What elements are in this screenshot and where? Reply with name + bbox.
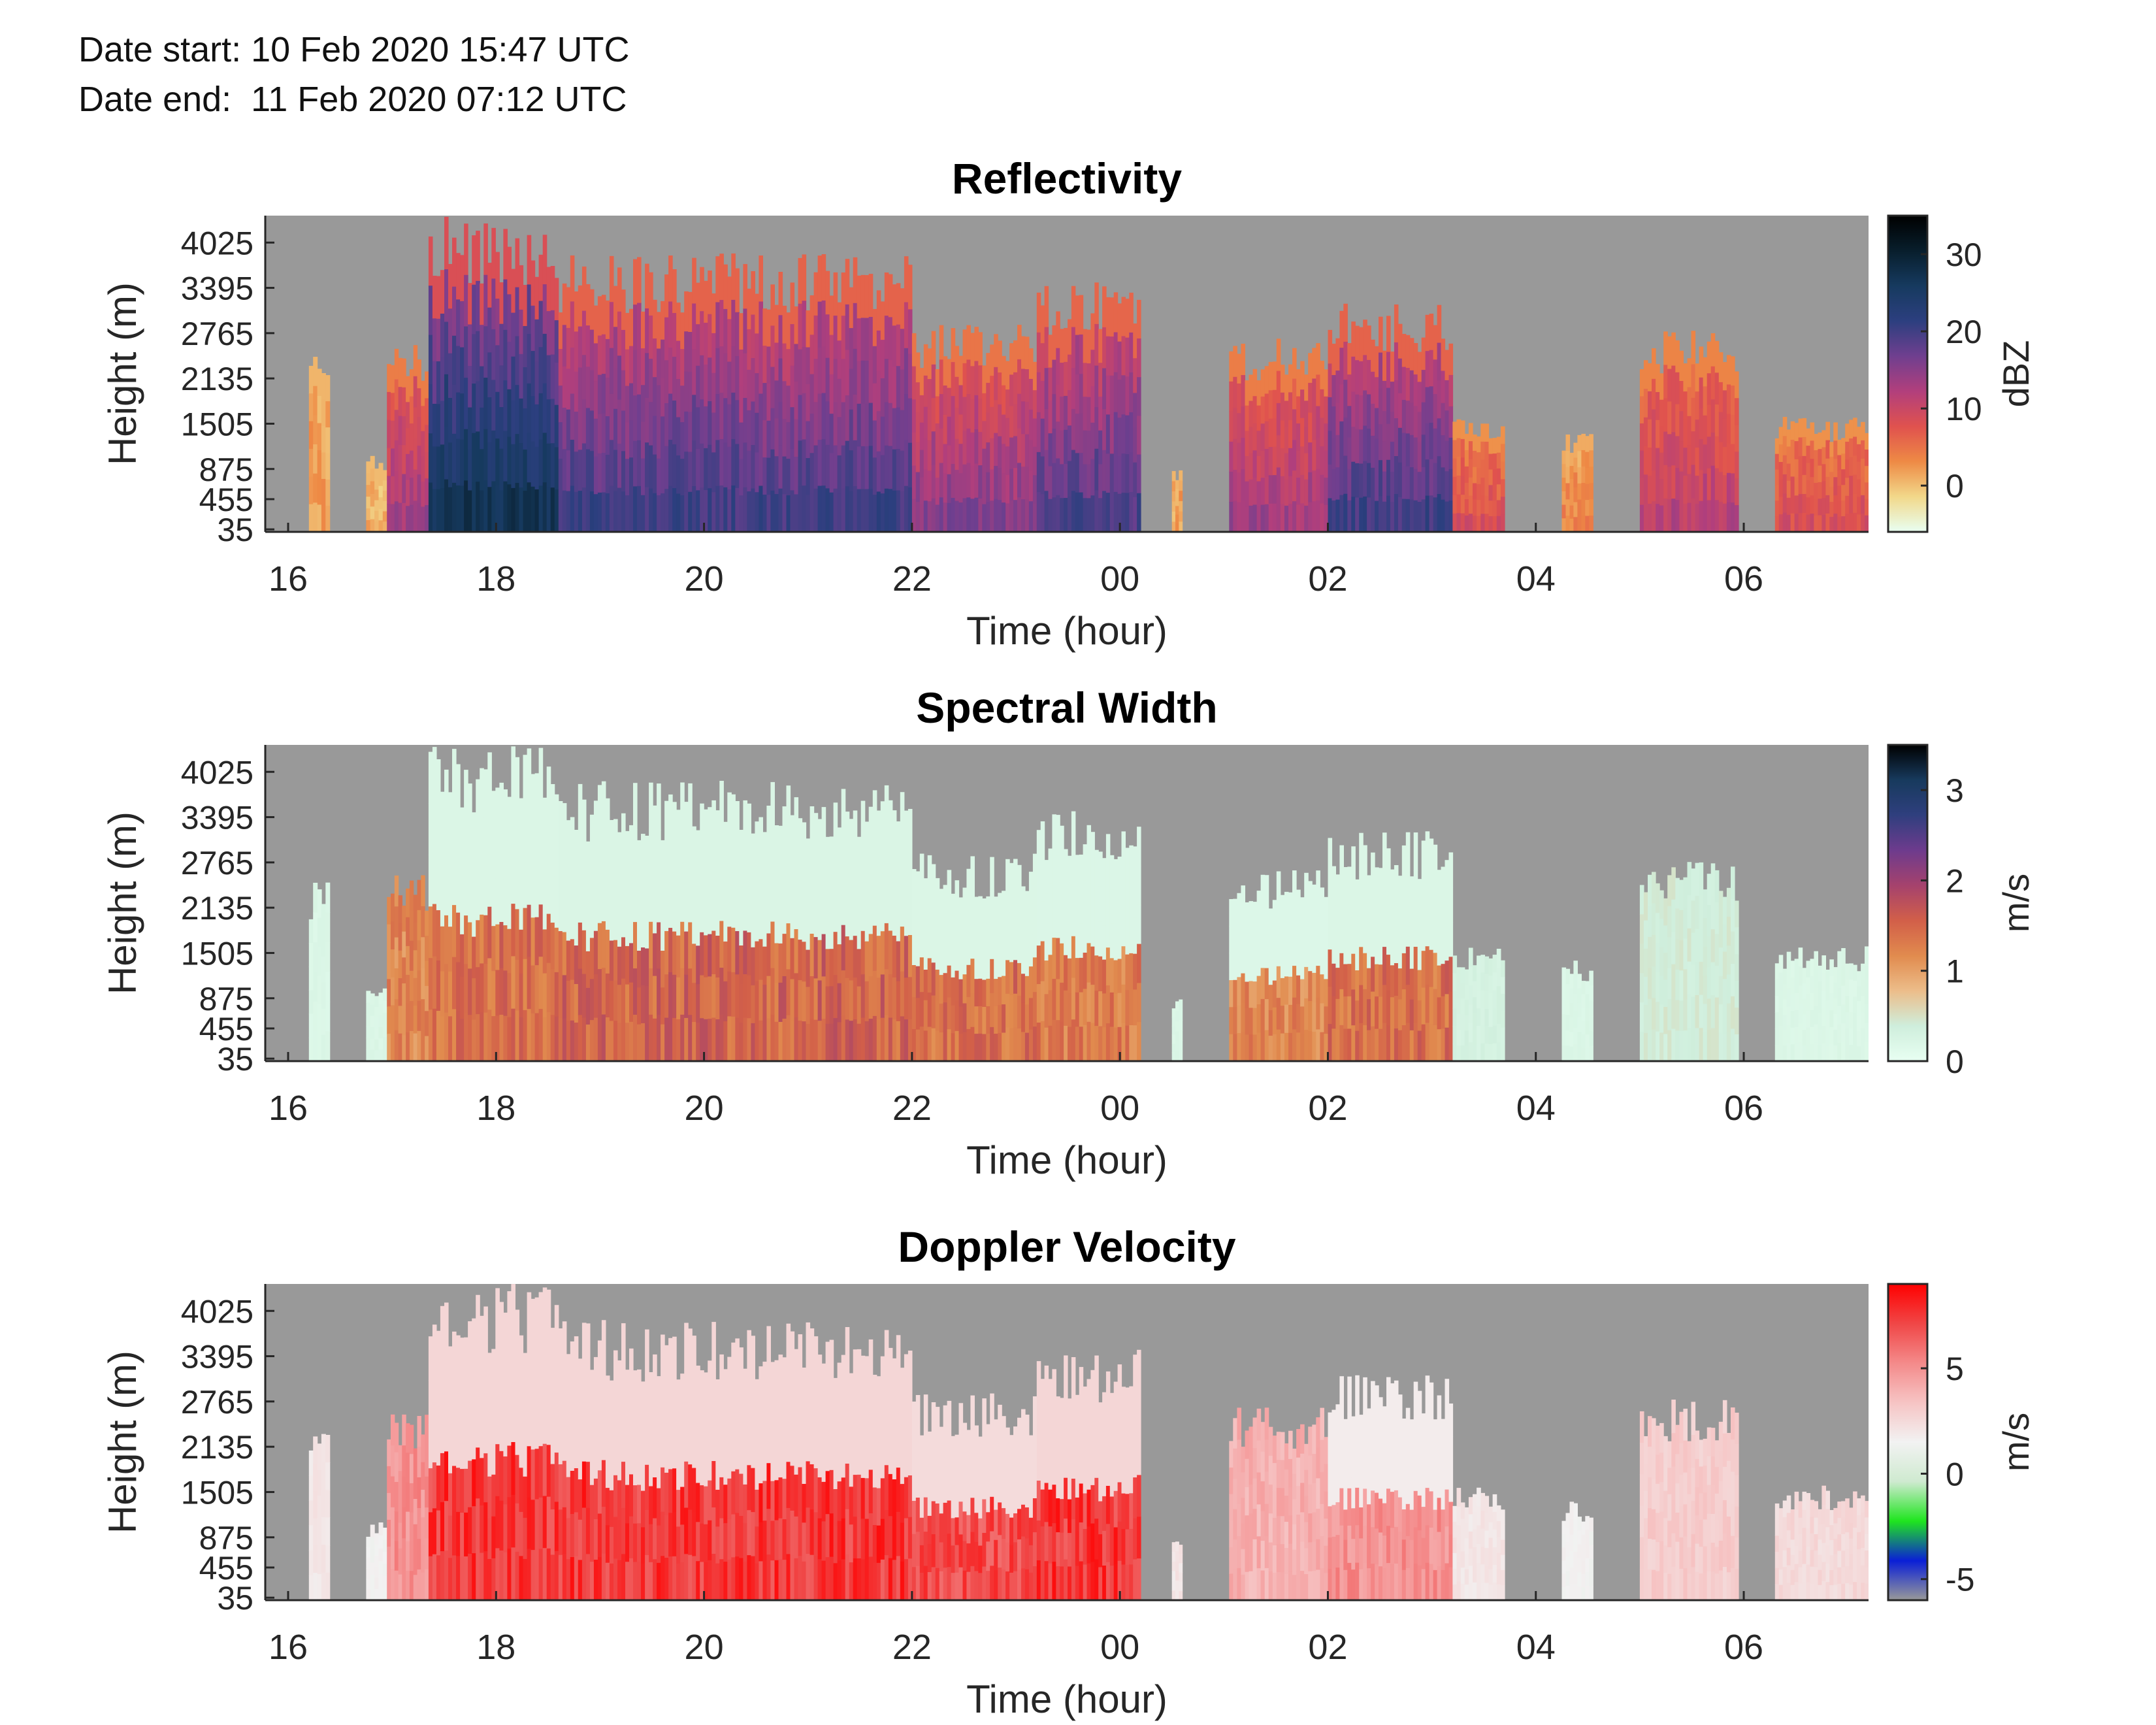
spectral-width-y-axis-label: Height (m) bbox=[101, 812, 144, 994]
reflectivity-y-tick-label: 2135 bbox=[181, 361, 253, 397]
reflectivity-cloud-segment bbox=[1229, 338, 1328, 532]
doppler-velocity-colorbar-tick-label: -5 bbox=[1946, 1562, 1974, 1598]
doppler-velocity-cloud-segment bbox=[1172, 1541, 1183, 1600]
date-range-header: Date start: 10 Feb 2020 15:47 UTC Date e… bbox=[78, 25, 629, 124]
doppler-velocity-panel: Doppler Velocity 16 18 20 22 00 02 04 06 Time (ho… bbox=[0, 1202, 2156, 1725]
reflectivity-cloud-segment bbox=[1775, 417, 1869, 533]
spectral-width-title: Spectral Width bbox=[916, 683, 1217, 732]
doppler-velocity-cloud-segment bbox=[387, 1415, 429, 1601]
spectral-width-y-tick-label: 875 bbox=[199, 981, 253, 1017]
doppler-velocity-cloud-segment bbox=[1775, 1486, 1869, 1601]
spectral-width-x-axis-label: Time (hour) bbox=[966, 1138, 1168, 1182]
reflectivity-y-tick-label: 1505 bbox=[181, 406, 253, 442]
reflectivity-cloud-segment bbox=[1328, 304, 1454, 533]
doppler-velocity-x-tick-label: 06 bbox=[1724, 1628, 1763, 1667]
reflectivity-x-tick-label: 06 bbox=[1724, 559, 1763, 599]
reflectivity-colorbar bbox=[1888, 216, 1927, 532]
reflectivity-x-tick-label: 18 bbox=[476, 559, 515, 599]
spectral-width-x-tick-label: 22 bbox=[892, 1089, 932, 1128]
reflectivity-title: Reflectivity bbox=[952, 154, 1182, 203]
reflectivity-x-tick-label: 04 bbox=[1516, 559, 1556, 599]
reflectivity-y-tick-label: 2765 bbox=[181, 316, 253, 352]
spectral-width-colorbar-label: m/s bbox=[1995, 874, 2036, 932]
doppler-velocity-colorbar-tick-label: 0 bbox=[1946, 1456, 1964, 1492]
reflectivity-x-tick-label: 00 bbox=[1100, 559, 1139, 599]
reflectivity-cloud-segment bbox=[429, 217, 559, 533]
doppler-velocity-x-tick-label: 16 bbox=[269, 1628, 308, 1667]
doppler-velocity-colorbar-tick-label: 5 bbox=[1946, 1351, 1964, 1387]
doppler-velocity-y-tick-label: 2135 bbox=[181, 1429, 253, 1466]
doppler-velocity-colorbar-label: m/s bbox=[1995, 1413, 2036, 1471]
spectral-width-x-tick-label: 02 bbox=[1308, 1089, 1347, 1128]
reflectivity-cloud-segment bbox=[309, 357, 331, 533]
reflectivity-x-axis-label: Time (hour) bbox=[966, 609, 1168, 653]
doppler-velocity-y-tick-label: 1505 bbox=[181, 1474, 253, 1511]
spectral-width-y-tick-label: 2765 bbox=[181, 845, 253, 881]
reflectivity-colorbar-tick-label: 30 bbox=[1946, 237, 1982, 273]
doppler-velocity-x-tick-label: 02 bbox=[1308, 1628, 1347, 1667]
spectral-width-x-tick-label: 06 bbox=[1724, 1089, 1763, 1128]
reflectivity-y-tick-label: 4025 bbox=[181, 225, 253, 261]
doppler-velocity-cloud-segment bbox=[1562, 1502, 1593, 1600]
reflectivity-x-tick-label: 02 bbox=[1308, 559, 1347, 599]
date-end-text: Date end: 11 Feb 2020 07:12 UTC bbox=[78, 74, 629, 124]
doppler-velocity-x-tick-label: 18 bbox=[476, 1628, 515, 1667]
doppler-velocity-y-tick-label: 3395 bbox=[181, 1339, 253, 1375]
reflectivity-cloud-segment bbox=[559, 254, 913, 533]
spectral-width-cloud-segment bbox=[1229, 870, 1328, 1062]
doppler-velocity-colorbar bbox=[1888, 1284, 1927, 1600]
spectral-width-y-tick-label: 1505 bbox=[181, 935, 253, 972]
spectral-width-colorbar bbox=[1888, 745, 1927, 1061]
doppler-velocity-y-axis-label: Height (m) bbox=[101, 1351, 144, 1534]
spectral-width-x-tick-label: 00 bbox=[1100, 1089, 1139, 1128]
doppler-velocity-cloud-segment bbox=[1037, 1350, 1141, 1601]
reflectivity-x-tick-label: 20 bbox=[685, 559, 724, 599]
reflectivity-colorbar-tick-label: 20 bbox=[1946, 314, 1982, 350]
doppler-velocity-title: Doppler Velocity bbox=[898, 1223, 1235, 1271]
reflectivity-colorbar-tick-label: 10 bbox=[1946, 391, 1982, 427]
reflectivity-x-tick-label: 16 bbox=[269, 559, 308, 599]
spectral-width-y-tick-label: 3395 bbox=[181, 800, 253, 836]
reflectivity-panel: Reflectivity 16 18 20 22 00 02 04 06 Time (hour) 3… bbox=[0, 144, 2156, 666]
spectral-width-cloud-segment bbox=[387, 876, 429, 1062]
doppler-velocity-x-tick-label: 00 bbox=[1100, 1628, 1139, 1667]
spectral-width-y-tick-label: 2135 bbox=[181, 890, 253, 927]
spectral-width-x-tick-label: 04 bbox=[1516, 1089, 1556, 1128]
date-start-text: Date start: 10 Feb 2020 15:47 UTC bbox=[78, 25, 629, 74]
spectral-width-x-tick-label: 20 bbox=[685, 1089, 724, 1128]
reflectivity-colorbar-tick-label: 0 bbox=[1946, 468, 1964, 504]
doppler-velocity-cloud-segment bbox=[309, 1434, 331, 1601]
reflectivity-x-tick-label: 22 bbox=[892, 559, 932, 599]
spectral-width-cloud-segment bbox=[429, 746, 559, 1061]
reflectivity-y-axis-label: Height (m) bbox=[101, 282, 144, 465]
reflectivity-cloud-segment bbox=[912, 325, 1037, 533]
spectral-width-colorbar-tick-label: 0 bbox=[1946, 1043, 1964, 1080]
reflectivity-y-tick-label: 3395 bbox=[181, 271, 253, 307]
doppler-velocity-y-tick-label: 875 bbox=[199, 1520, 253, 1556]
spectral-width-cloud-segment bbox=[1037, 812, 1141, 1062]
reflectivity-y-tick-label: 875 bbox=[199, 452, 253, 488]
doppler-velocity-y-tick-label: 4025 bbox=[181, 1293, 253, 1330]
spectral-width-colorbar-tick-label: 3 bbox=[1946, 772, 1964, 809]
spectral-width-colorbar-tick-label: 1 bbox=[1946, 953, 1964, 990]
doppler-velocity-x-axis-label: Time (hour) bbox=[966, 1677, 1168, 1721]
spectral-width-cloud-segment bbox=[1172, 1000, 1183, 1062]
reflectivity-colorbar-label: dBZ bbox=[1995, 340, 2036, 408]
spectral-width-cloud-segment bbox=[912, 854, 1037, 1062]
spectral-width-y-tick-label: 4025 bbox=[181, 754, 253, 791]
doppler-velocity-x-tick-label: 04 bbox=[1516, 1628, 1556, 1667]
spectral-width-colorbar-tick-label: 2 bbox=[1946, 862, 1964, 899]
spectral-width-cloud-segment bbox=[366, 989, 387, 1062]
spectral-width-x-tick-label: 16 bbox=[269, 1089, 308, 1128]
doppler-velocity-y-tick-label: 2765 bbox=[181, 1384, 253, 1421]
spectral-width-x-tick-label: 18 bbox=[476, 1089, 515, 1128]
doppler-velocity-x-tick-label: 20 bbox=[685, 1628, 724, 1667]
reflectivity-cloud-segment bbox=[1562, 434, 1593, 533]
doppler-velocity-x-tick-label: 22 bbox=[892, 1628, 932, 1667]
